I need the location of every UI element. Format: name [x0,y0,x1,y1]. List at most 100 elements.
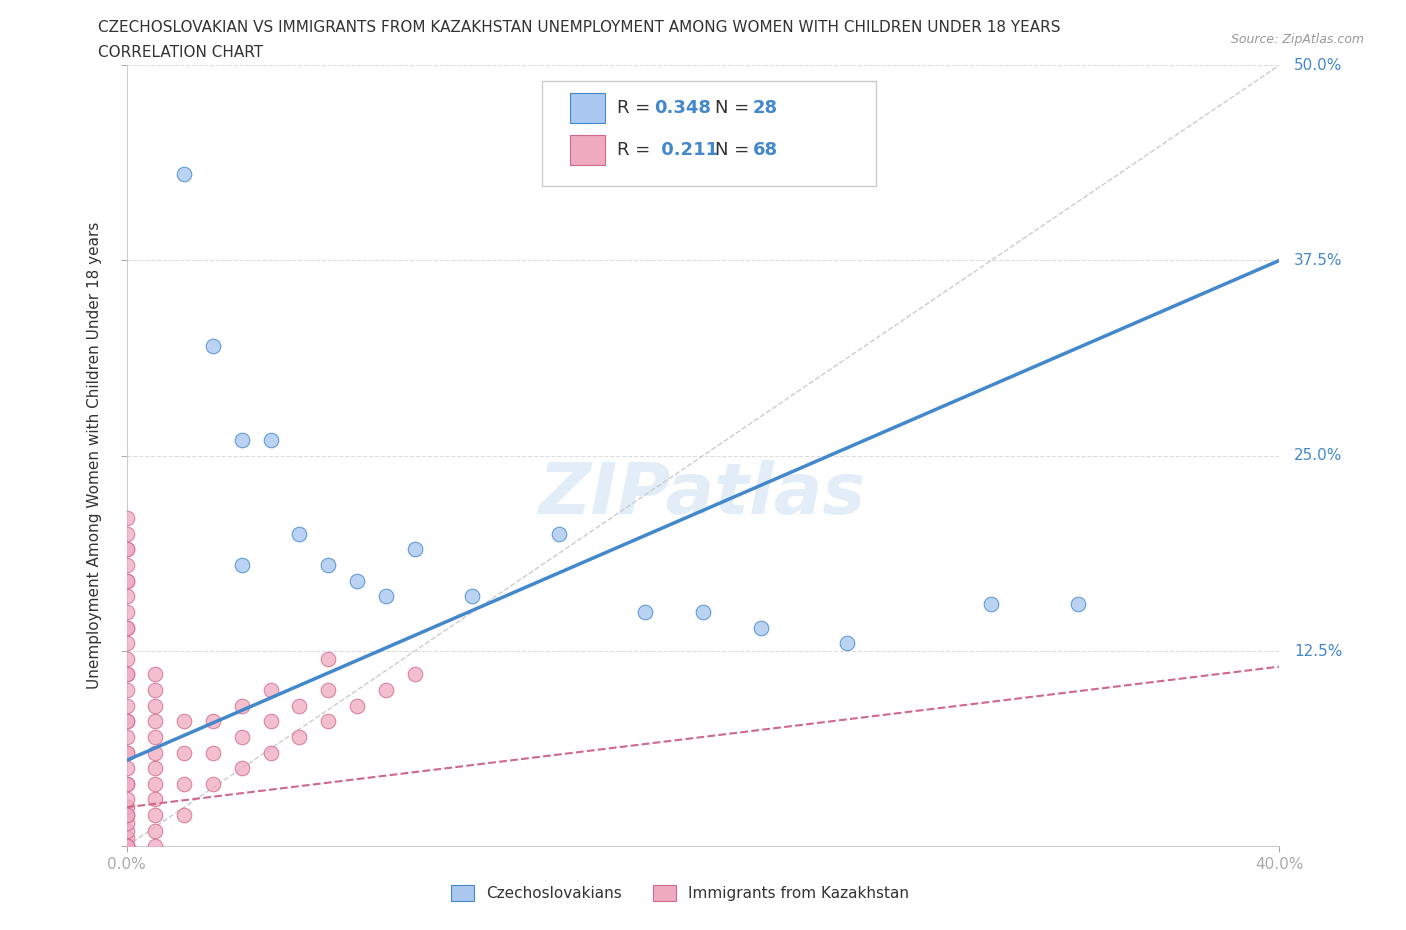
Point [231,729,253,744]
Point [115,831,138,846]
Point [115,761,138,776]
Point [115,839,138,854]
Point [173,714,195,729]
Point [145,839,166,854]
Point [749,620,772,635]
FancyBboxPatch shape [541,81,876,186]
Text: CORRELATION CHART: CORRELATION CHART [98,45,263,60]
Point [115,667,138,682]
Text: ZIPatlas: ZIPatlas [540,460,866,529]
Point [835,636,858,651]
Point [115,542,138,557]
Text: R =: R = [617,141,655,159]
Y-axis label: Unemployment Among Women with Children Under 18 years: Unemployment Among Women with Children U… [87,222,103,689]
Point [173,745,195,760]
Point [374,683,398,698]
Point [115,816,138,830]
Point [115,667,138,682]
Point [115,800,138,815]
Point [231,432,253,447]
Point [346,573,368,588]
Point [346,698,368,713]
Text: 37.5%: 37.5% [1294,253,1343,268]
Point [202,777,225,791]
Point [145,777,166,791]
Point [548,526,571,541]
Point [231,558,253,573]
Point [115,683,138,698]
Text: Source: ZipAtlas.com: Source: ZipAtlas.com [1230,33,1364,46]
Point [1067,597,1090,612]
Point [115,839,138,854]
Point [115,573,138,588]
Point [115,589,138,604]
Point [115,558,138,573]
Point [115,526,138,541]
Point [145,745,166,760]
Text: N =: N = [714,141,755,159]
Text: 50.0%: 50.0% [1294,58,1343,73]
Point [173,167,195,182]
Text: N =: N = [714,99,755,117]
Point [202,339,225,353]
Point [202,745,225,760]
Point [115,604,138,619]
Point [115,777,138,791]
Point [259,745,281,760]
Point [145,667,166,682]
Point [404,542,426,557]
Text: 0.211: 0.211 [655,141,717,159]
Point [115,745,138,760]
Point [115,651,138,666]
Point [288,729,311,744]
Point [145,714,166,729]
Point [145,807,166,822]
Point [115,823,138,838]
Point [288,698,311,713]
Legend: Czechoslovakians, Immigrants from Kazakhstan: Czechoslovakians, Immigrants from Kazakh… [443,878,917,909]
Text: 25.0%: 25.0% [1294,448,1343,463]
Point [318,683,340,698]
Point [259,683,281,698]
Point [231,698,253,713]
Point [145,698,166,713]
Point [173,807,195,822]
Text: 0.348: 0.348 [655,99,711,117]
Point [115,714,138,729]
Point [115,777,138,791]
Point [145,683,166,698]
Point [115,620,138,635]
Point [115,729,138,744]
FancyBboxPatch shape [571,135,605,165]
Point [115,792,138,807]
Point [115,542,138,557]
FancyBboxPatch shape [571,93,605,123]
Point [115,807,138,822]
Point [692,604,714,619]
Point [374,589,398,604]
Text: 28: 28 [752,99,778,117]
Point [145,729,166,744]
Point [115,839,138,854]
Point [115,511,138,525]
Point [173,777,195,791]
Point [404,667,426,682]
Point [115,714,138,729]
Point [461,589,484,604]
Point [202,714,225,729]
Point [145,792,166,807]
Point [115,745,138,760]
Text: 12.5%: 12.5% [1294,644,1343,658]
Point [259,432,281,447]
Point [318,558,340,573]
Point [318,651,340,666]
Point [115,807,138,822]
Text: R =: R = [617,99,655,117]
Point [259,714,281,729]
Point [115,620,138,635]
Point [115,573,138,588]
Text: CZECHOSLOVAKIAN VS IMMIGRANTS FROM KAZAKHSTAN UNEMPLOYMENT AMONG WOMEN WITH CHIL: CZECHOSLOVAKIAN VS IMMIGRANTS FROM KAZAK… [98,20,1062,35]
Point [634,604,657,619]
Point [980,597,1002,612]
Point [288,526,311,541]
